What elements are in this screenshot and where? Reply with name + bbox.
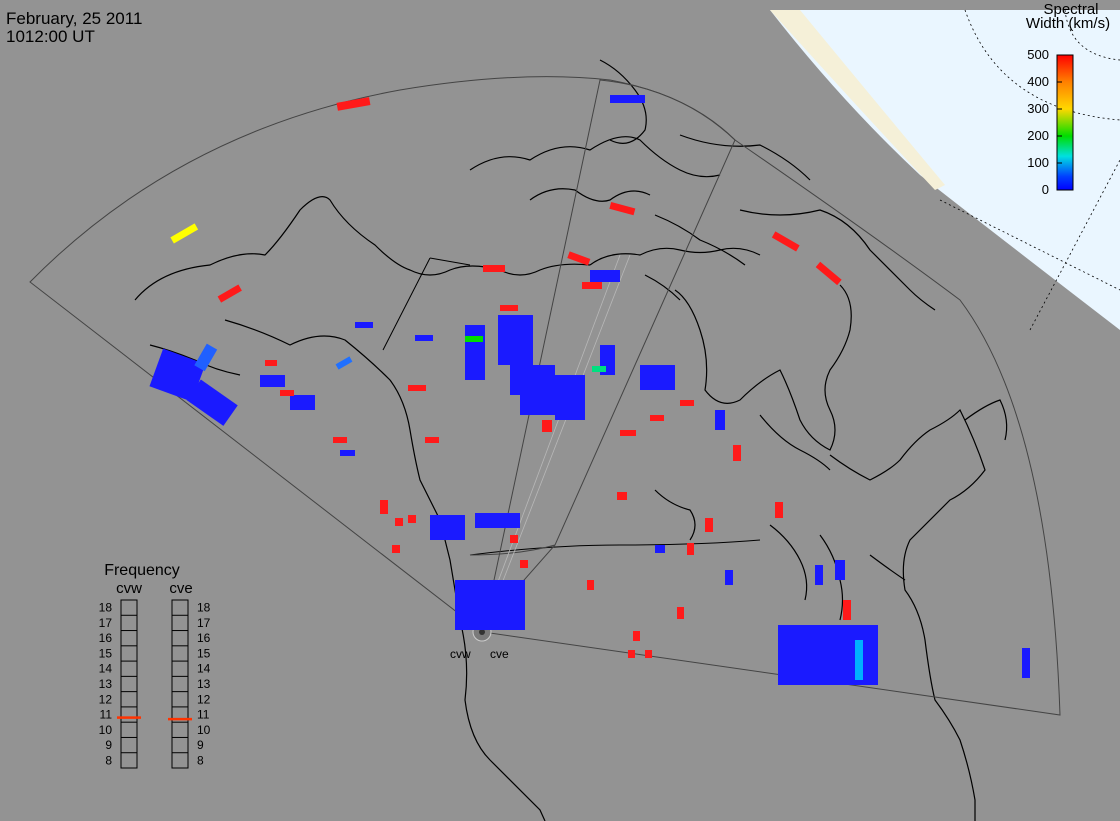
frequency-indicator-cvw (117, 716, 141, 719)
fov-east-outline (482, 79, 1061, 716)
frequency-tick-label-left: 16 (99, 631, 113, 645)
time-label: 1012:00 UT (6, 27, 95, 46)
colorbar-tick-label: 400 (1027, 74, 1049, 89)
frequency-tick-label-right: 18 (197, 601, 211, 615)
colorbar-scale (1056, 54, 1074, 191)
frequency-tick-label-right: 12 (197, 692, 211, 706)
fov-west-mid-arc (469, 544, 556, 556)
coastlines (134, 59, 1008, 821)
frequency-radar-right: cve (169, 580, 192, 597)
polar-meridian (939, 199, 1120, 291)
frequency-tick-label-right: 11 (197, 708, 210, 722)
frequency-tick-label-left: 18 (99, 601, 113, 615)
frequency-tick-label-right: 10 (197, 723, 211, 737)
colorbar-ticks (1057, 54, 1062, 191)
scatter-other (170, 223, 863, 680)
frequency-tick-label-left: 10 (99, 723, 113, 737)
radar-beams (479, 254, 631, 633)
frequency-title: Frequency (104, 562, 180, 579)
fov-west-outline (29, 76, 736, 631)
frequency-tick-label-right: 14 (197, 662, 211, 676)
frequency-tick-label-left: 9 (105, 738, 112, 752)
frequency-tick-label-left: 14 (99, 662, 113, 676)
polar-circle (964, 9, 1120, 121)
scatter-blue (149, 95, 1030, 685)
frequency-tick-label-left: 11 (100, 708, 113, 722)
colorbar-title-2: Width (km/s) (1026, 15, 1110, 32)
terminator-band (770, 10, 945, 190)
date-label: February, 25 2011 (6, 9, 142, 28)
frequency-indicator-cve (168, 717, 192, 721)
radar-site-dot (479, 629, 485, 635)
colorbar-title-1: Spectral (1043, 1, 1098, 18)
frequency-tick-label-right: 15 (197, 646, 211, 660)
frequency-tick-label-left: 13 (99, 677, 113, 691)
frequency-tick-label-right: 16 (197, 631, 211, 645)
colorbar-tick-label: 500 (1027, 47, 1049, 62)
frequency-tick-label-left: 17 (99, 616, 113, 630)
frequency-tick-label-right: 13 (197, 677, 211, 691)
frequency-tick-label-left: 8 (105, 753, 112, 767)
frequency-tick-label-right: 8 (197, 753, 204, 767)
frequency-tick-label-right: 17 (197, 616, 211, 630)
frequency-radar-left: cvw (116, 580, 142, 597)
radar-fov (29, 76, 1061, 716)
scatter-red (217, 97, 851, 658)
polar-meridian-2 (1029, 159, 1120, 331)
frequency-tick-label-right: 9 (197, 738, 204, 752)
radar-label-east: cve (490, 647, 509, 661)
colorbar-tick-label: 300 (1027, 101, 1049, 116)
colorbar-tick-label: 100 (1027, 155, 1049, 170)
borders (382, 257, 761, 556)
radar-label-west: cvw (450, 647, 471, 661)
frequency-column-cve (171, 599, 189, 769)
frequency-column-cvw (120, 599, 138, 769)
frequency-tick-label-left: 15 (99, 646, 113, 660)
colorbar-tick-label: 0 (1042, 182, 1049, 197)
frequency-tick-label-left: 12 (99, 692, 113, 706)
colorbar-tick-label: 200 (1027, 128, 1049, 143)
